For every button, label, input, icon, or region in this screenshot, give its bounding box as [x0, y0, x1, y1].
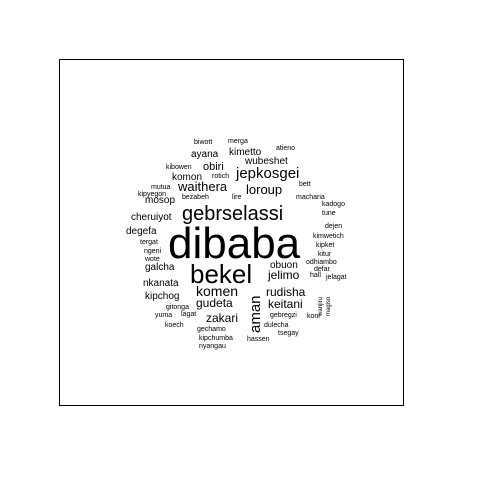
- word-zakari: zakari: [206, 311, 238, 325]
- word-gitonga: gitonga: [166, 304, 189, 311]
- word-atieno: atieno: [276, 145, 295, 152]
- word-nkanata: nkanata: [143, 278, 179, 289]
- word-mosop: mosop: [145, 195, 175, 206]
- word-merga: merga: [228, 138, 248, 145]
- word-ngeni: ngeni: [144, 248, 162, 255]
- word-tsegay: tsegay: [278, 330, 299, 337]
- word-kimetto: kimetto: [229, 147, 262, 158]
- word-dejen: dejen: [325, 223, 342, 230]
- word-gebrselassi: gebrselassi: [182, 203, 283, 225]
- word-jelimo: jelimo: [267, 268, 300, 282]
- word-odhiambo: odhiambo: [306, 259, 337, 266]
- word-kibowen: kibowen: [166, 164, 192, 171]
- word-kipchumba: kipchumba: [199, 335, 233, 342]
- word-koech: koech: [165, 322, 184, 329]
- word-bett: bett: [299, 181, 311, 188]
- word-wanjiru: wanjiru: [318, 297, 324, 317]
- word-waithera: waithera: [177, 179, 228, 194]
- word-lire: lire: [232, 194, 241, 201]
- word-mutua: mutua: [151, 184, 171, 191]
- word-hassen: hassen: [247, 336, 270, 343]
- word-rudisha: rudisha: [266, 285, 306, 299]
- word-kadogo: kadogo: [322, 201, 345, 208]
- word-rotich: rotich: [212, 173, 229, 180]
- word-degefa: degefa: [126, 226, 157, 237]
- plot-frame: [59, 59, 404, 406]
- word-bekel: bekel: [190, 259, 252, 289]
- word-kipyegon: kipyegon: [138, 191, 166, 198]
- word-tune: tune: [322, 210, 336, 217]
- word-wote: wote: [144, 256, 160, 263]
- word-keitani: keitani: [268, 297, 303, 311]
- word-jepkosgei: jepkosgei: [235, 165, 299, 182]
- word-kimwetich: kimwetich: [313, 233, 344, 240]
- word-defar: defar: [314, 266, 331, 273]
- word-gechamo: gechamo: [197, 326, 226, 333]
- word-nyangau: nyangau: [199, 343, 226, 350]
- word-aman: aman: [247, 295, 264, 333]
- word-tergat: tergat: [140, 239, 158, 246]
- word-kitur: kitur: [318, 251, 332, 258]
- word-komon: komon: [172, 172, 202, 183]
- word-gebregzi: gebregzi: [270, 312, 297, 319]
- word-galcha: galcha: [145, 262, 175, 273]
- word-lagat: lagat: [181, 311, 196, 318]
- word-yuma: yuma: [155, 312, 172, 319]
- word-konr: konr: [307, 313, 321, 320]
- word-obiri: obiri: [203, 161, 224, 173]
- word-wubeshet: wubeshet: [244, 156, 288, 167]
- word-jelagat: jelagat: [325, 274, 347, 281]
- word-macharia: macharia: [296, 194, 325, 201]
- word-ayana: ayana: [191, 149, 219, 160]
- word-bezabeh: bezabeh: [182, 194, 209, 201]
- word-loroup: loroup: [246, 182, 282, 197]
- word-dulecha: dulecha: [264, 322, 289, 329]
- word-dibaba: dibaba: [168, 219, 301, 268]
- word-obuon: obuon: [270, 260, 298, 271]
- word-gudeta: gudeta: [196, 296, 233, 310]
- word-cheruiyot: cheruiyot: [131, 212, 172, 223]
- word-hall: hall: [310, 272, 321, 279]
- word-magiso: magiso: [326, 296, 332, 316]
- word-kipchog: kipchog: [145, 291, 179, 302]
- word-biwott: biwott: [194, 139, 212, 146]
- word-komen: komen: [196, 283, 238, 299]
- word-kipket: kipket: [316, 242, 334, 249]
